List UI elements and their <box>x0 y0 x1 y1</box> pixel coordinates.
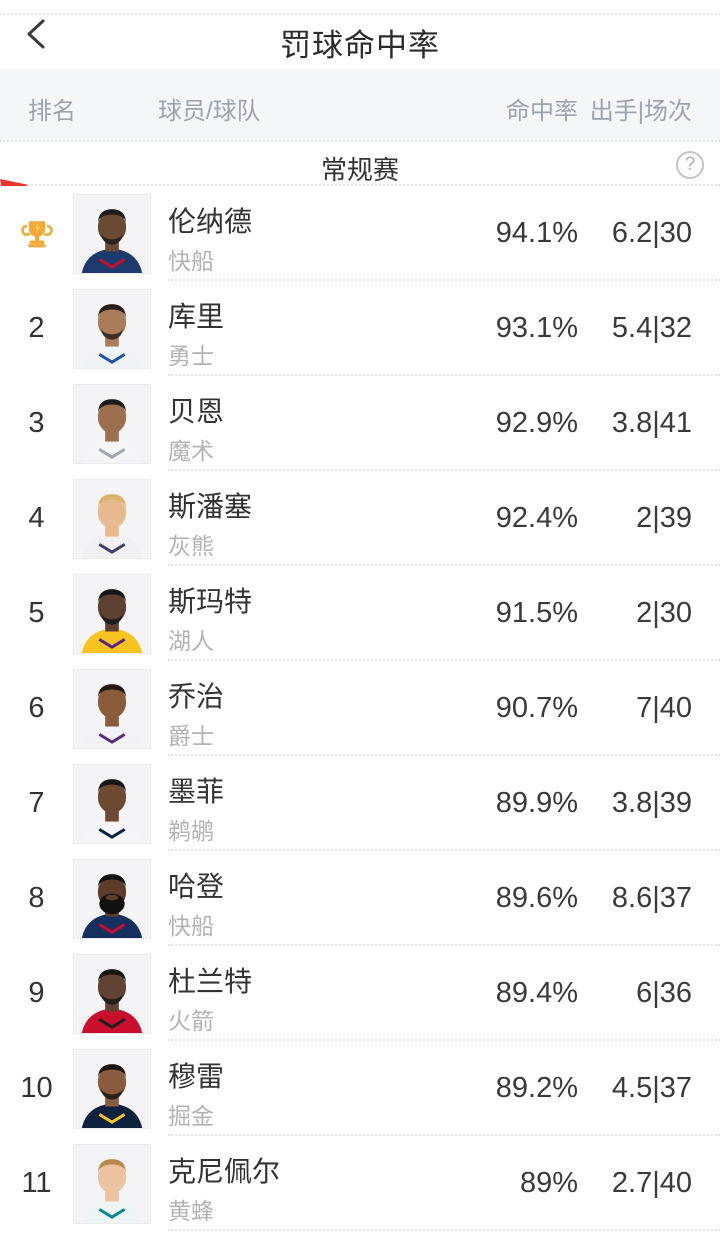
player-name: 哈登 <box>168 871 225 902</box>
rank-cell: 6 <box>28 692 45 724</box>
pct-value: 90.7% <box>495 692 578 724</box>
player-name: 伦纳德 <box>168 206 253 237</box>
player-row[interactable]: 11 克尼佩尔 黄蜂 89% 2.7|40 <box>0 1136 720 1231</box>
player-avatar <box>73 859 151 939</box>
attempts-value: 6.2|30 <box>611 217 692 249</box>
column-header-player: 球员/球队 <box>158 98 261 125</box>
rank-cell: 7 <box>28 787 45 819</box>
attempts-value: 2|39 <box>636 502 692 534</box>
column-header-pct: 命中率 <box>506 98 578 125</box>
rank-cell: 8 <box>28 882 45 914</box>
player-avatar <box>73 384 151 464</box>
rank-cell: 9 <box>28 977 45 1009</box>
nav-bar: 罚球命中率 <box>0 0 720 69</box>
player-list: 伦纳德 快船 94.1% 6.2|30 2 库里 勇士 93.1% 5.4|32… <box>0 186 720 1231</box>
player-name: 斯潘塞 <box>168 491 253 522</box>
player-row[interactable]: 10 穆雷 掘金 89.2% 4.5|37 <box>0 1041 720 1136</box>
rank-cell: 2 <box>28 312 45 344</box>
table-header: 排名 球员/球队 命中率 出手|场次 <box>0 69 720 140</box>
rank-cell: 11 <box>21 1167 52 1199</box>
player-name: 乔治 <box>168 681 225 712</box>
pct-value: 89% <box>519 1167 578 1199</box>
back-button[interactable] <box>16 16 56 56</box>
pct-value: 92.9% <box>495 407 578 439</box>
player-row[interactable]: 伦纳德 快船 94.1% 6.2|30 <box>0 186 720 281</box>
rank-cell: 3 <box>28 407 45 439</box>
pct-value: 89.4% <box>495 977 578 1009</box>
player-avatar <box>73 479 151 559</box>
rank-cell: 5 <box>28 597 45 629</box>
help-icon[interactable]: ? <box>676 151 704 179</box>
player-team: 火箭 <box>168 1008 214 1034</box>
player-team: 魔术 <box>168 438 214 464</box>
pct-value: 92.4% <box>495 502 578 534</box>
column-header-attempts: 出手|场次 <box>589 98 692 125</box>
rank-cell: 4 <box>28 502 45 534</box>
top-divider <box>0 13 720 15</box>
player-team: 勇士 <box>168 343 214 369</box>
attempts-value: 8.6|37 <box>611 882 692 914</box>
player-avatar <box>73 574 151 654</box>
player-avatar <box>73 669 151 749</box>
pct-value: 93.1% <box>495 312 578 344</box>
attempts-value: 3.8|41 <box>611 407 692 439</box>
player-team: 黄蜂 <box>168 1198 214 1224</box>
chevron-left-icon <box>24 17 48 56</box>
rank-cell <box>0 186 73 281</box>
section-title: 常规赛 <box>320 155 399 185</box>
attempts-value: 7|40 <box>636 692 692 724</box>
attempts-value: 6|36 <box>636 977 692 1009</box>
player-avatar <box>73 194 151 274</box>
pct-value: 91.5% <box>495 597 578 629</box>
player-name: 穆雷 <box>168 1061 225 1092</box>
column-header-rank: 排名 <box>28 98 76 125</box>
rank-cell: 10 <box>20 1072 53 1104</box>
player-team: 快船 <box>168 913 214 939</box>
player-row[interactable]: 6 乔治 爵士 90.7% 7|40 <box>0 661 720 756</box>
player-team: 灰熊 <box>168 533 214 559</box>
section-bar: 常规赛 ? <box>0 140 720 186</box>
pct-value: 94.1% <box>495 217 578 249</box>
player-row[interactable]: 5 斯玛特 湖人 91.5% 2|30 <box>0 566 720 661</box>
player-avatar <box>73 289 151 369</box>
player-row[interactable]: 2 库里 勇士 93.1% 5.4|32 <box>0 281 720 376</box>
player-avatar <box>73 954 151 1034</box>
attempts-value: 4.5|37 <box>611 1072 692 1104</box>
player-row[interactable]: 4 斯潘塞 灰熊 92.4% 2|39 <box>0 471 720 566</box>
player-team: 鹈鹕 <box>168 818 214 844</box>
attempts-value: 3.8|39 <box>611 787 692 819</box>
pct-value: 89.2% <box>495 1072 578 1104</box>
player-team: 湖人 <box>168 628 214 654</box>
player-team: 快船 <box>168 248 214 274</box>
trophy-icon <box>20 220 53 247</box>
player-name: 库里 <box>168 301 225 332</box>
player-row[interactable]: 9 杜兰特 火箭 89.4% 6|36 <box>0 946 720 1041</box>
attempts-value: 2.7|40 <box>611 1167 692 1199</box>
player-avatar <box>73 764 151 844</box>
player-name: 克尼佩尔 <box>168 1156 281 1187</box>
pct-value: 89.6% <box>495 882 578 914</box>
player-name: 杜兰特 <box>168 966 253 997</box>
player-team: 掘金 <box>168 1103 214 1129</box>
player-name: 斯玛特 <box>168 586 253 617</box>
player-row[interactable]: 7 墨菲 鹈鹕 89.9% 3.8|39 <box>0 756 720 851</box>
attempts-value: 5.4|32 <box>611 312 692 344</box>
player-row[interactable]: 3 贝恩 魔术 92.9% 3.8|41 <box>0 376 720 471</box>
page-title: 罚球命中率 <box>280 28 440 63</box>
player-row[interactable]: 8 哈登 快船 89.6% 8.6|37 <box>0 851 720 946</box>
attempts-value: 2|30 <box>636 597 692 629</box>
player-name: 墨菲 <box>168 776 225 807</box>
player-team: 爵士 <box>168 723 214 749</box>
player-avatar <box>73 1049 151 1129</box>
player-avatar <box>73 1144 151 1224</box>
pct-value: 89.9% <box>495 787 578 819</box>
player-name: 贝恩 <box>168 396 225 427</box>
